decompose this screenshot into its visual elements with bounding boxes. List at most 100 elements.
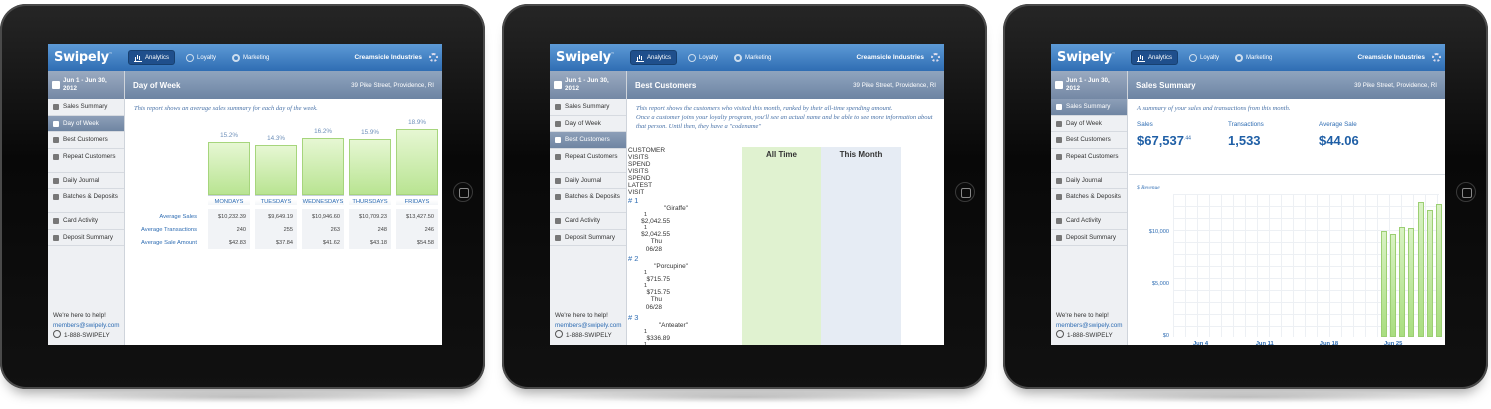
nav-icon — [53, 153, 59, 160]
sidebar-item-best-customers[interactable]: Best Customers — [48, 132, 124, 149]
company-name[interactable]: Creamsicle Industries — [354, 54, 422, 61]
column-header[interactable]: LATEST VISIT — [628, 182, 652, 196]
date-range-picker[interactable]: Jun 1 - Jun 30, 2012 — [550, 71, 626, 99]
sidebar-item-repeat-customers[interactable]: Repeat Customers — [550, 149, 626, 173]
sidebar-item-repeat-customers[interactable]: Repeat Customers — [1051, 149, 1127, 173]
help-email-link[interactable]: members@swipely.com — [555, 321, 622, 329]
sidebar-item-day-of-week[interactable]: Day of Week — [48, 115, 124, 133]
tab-analytics[interactable]: Analytics — [630, 50, 678, 65]
kpi-sales-value: $67,537.44 — [1137, 133, 1191, 148]
sidebar-item-repeat-customers[interactable]: Repeat Customers — [48, 149, 124, 173]
tablet-best-customers: Swipely™ Analytics Loyalty Marketing Cre… — [502, 4, 987, 403]
table-cell: $42.83 — [228, 240, 246, 246]
calendar-icon — [1055, 81, 1063, 89]
sidebar-item-card-activity[interactable]: Card Activity — [48, 213, 124, 230]
help-box: We're here to help! members@swipely.com … — [1056, 311, 1122, 341]
nav-icon — [1056, 153, 1062, 160]
sidebar-item-batches-and-deposits[interactable]: Batches & Deposits — [1051, 189, 1127, 214]
revenue-bar — [1399, 227, 1406, 337]
sidebar-item-daily-journal[interactable]: Daily Journal — [550, 173, 626, 190]
logo[interactable]: Swipely™ — [54, 50, 113, 65]
bar-chart-icon — [1137, 54, 1145, 62]
x-tick-label: Jun 11 — [1255, 341, 1274, 345]
row-label: Average Transactions — [141, 227, 197, 233]
home-button[interactable] — [453, 182, 473, 202]
tab-marketing[interactable]: Marketing — [227, 50, 274, 65]
gear-icon[interactable] — [931, 53, 940, 62]
table-column-bg — [208, 209, 250, 249]
column-header[interactable]: VISITS — [628, 168, 649, 175]
sidebar-item-label: Card Activity — [1066, 217, 1101, 225]
sidebar-item-day-of-week[interactable]: Day of Week — [550, 116, 626, 133]
sidebar-item-deposit-summary[interactable]: Deposit Summary — [550, 230, 626, 247]
table-cell[interactable]: "Anteater" — [658, 321, 688, 329]
gear-icon[interactable] — [1432, 53, 1441, 62]
calendar-icon — [52, 81, 60, 89]
category-label: TUESDAYS — [255, 195, 297, 205]
home-button[interactable] — [955, 182, 975, 202]
circle-icon — [688, 53, 697, 62]
tab-marketing[interactable]: Marketing — [1230, 50, 1277, 65]
sidebar-item-label: Daily Journal — [63, 176, 100, 184]
revenue-bar — [1417, 202, 1424, 337]
sidebar-item-batches-and-deposits[interactable]: Batches & Deposits — [48, 189, 124, 214]
tab-loyalty[interactable]: Loyalty — [683, 50, 723, 65]
kpi-label: Sales — [1137, 121, 1153, 128]
logo[interactable]: Swipely™ — [556, 50, 615, 65]
sidebar-item-deposit-summary[interactable]: Deposit Summary — [48, 230, 124, 247]
kpi-transactions-value: 1,533 — [1228, 133, 1261, 148]
sidebar-item-best-customers[interactable]: Best Customers — [550, 132, 626, 149]
sidebar-item-best-customers[interactable]: Best Customers — [1051, 132, 1127, 149]
page-header: Day of Week 39 Pike Street, Providence, … — [125, 71, 442, 99]
tab-loyalty[interactable]: Loyalty — [1184, 50, 1224, 65]
column-header[interactable]: SPEND — [628, 161, 651, 168]
table-cell[interactable]: "Giraffe" — [663, 205, 688, 212]
revenue-bar — [1380, 231, 1387, 337]
company-name[interactable]: Creamsicle Industries — [856, 54, 924, 61]
help-email-link[interactable]: members@swipely.com — [1056, 321, 1123, 329]
sidebar-item-label: Daily Journal — [1066, 176, 1103, 184]
sidebar-item-sales-summary[interactable]: Sales Summary — [550, 99, 626, 116]
home-button[interactable] — [1456, 182, 1476, 202]
table-cell: 246 — [424, 227, 434, 233]
column-header[interactable]: VISITS — [628, 154, 649, 161]
row-label: Average Sales — [159, 214, 197, 220]
help-box: We're here to help! members@swipely.com … — [555, 311, 621, 341]
sidebar-item-card-activity[interactable]: Card Activity — [1051, 213, 1127, 230]
sidebar-item-sales-summary[interactable]: Sales Summary — [1051, 99, 1127, 116]
page-title: Sales Summary — [1136, 80, 1196, 90]
y-axis-label: $ Revenue — [1137, 185, 1160, 191]
kpi-label: Average Sale — [1319, 121, 1357, 128]
category-label: MONDAYS — [208, 195, 250, 205]
column-header[interactable]: SPEND — [628, 175, 651, 182]
tablet-day-of-week: Swipely™ Analytics Loyalty Marketing Cre… — [0, 4, 485, 403]
table-cell: # 3 — [628, 312, 639, 322]
kpi-label: Transactions — [1228, 121, 1264, 128]
tab-analytics[interactable]: Analytics — [128, 50, 176, 65]
table-cell[interactable]: "Porcupine" — [654, 263, 688, 271]
nav-icon — [555, 120, 561, 127]
company-name[interactable]: Creamsicle Industries — [1357, 54, 1425, 61]
screen: Swipely™ Analytics Loyalty Marketing Cre… — [550, 44, 944, 345]
tab-marketing[interactable]: Marketing — [729, 50, 776, 65]
tab-analytics[interactable]: Analytics — [1131, 50, 1179, 65]
date-range-picker[interactable]: Jun 1 - Jun 30, 2012 — [1051, 71, 1127, 99]
sidebar-item-card-activity[interactable]: Card Activity — [550, 213, 626, 230]
table-cell: $54.58 — [416, 240, 434, 246]
sidebar-item-daily-journal[interactable]: Daily Journal — [48, 173, 124, 190]
sidebar-item-label: Sales Summary — [565, 103, 610, 110]
sidebar-item-label: Day of Week — [63, 119, 99, 127]
gear-icon[interactable] — [429, 53, 438, 62]
x-tick-label: Jun 18 — [1319, 341, 1339, 345]
sidebar-item-deposit-summary[interactable]: Deposit Summary — [1051, 230, 1127, 247]
nav-icon — [1056, 218, 1062, 225]
logo[interactable]: Swipely™ — [1057, 50, 1116, 65]
tab-loyalty[interactable]: Loyalty — [181, 50, 221, 65]
sidebar-item-day-of-week[interactable]: Day of Week — [1051, 116, 1127, 133]
bar — [255, 144, 297, 195]
help-email-link[interactable]: members@swipely.com — [53, 321, 120, 329]
sidebar-item-daily-journal[interactable]: Daily Journal — [1051, 173, 1127, 190]
sidebar-item-sales-summary[interactable]: Sales Summary — [48, 99, 124, 116]
date-range-picker[interactable]: Jun 1 - Jun 30, 2012 — [48, 71, 124, 99]
sidebar-item-batches-and-deposits[interactable]: Batches & Deposits — [550, 189, 626, 214]
